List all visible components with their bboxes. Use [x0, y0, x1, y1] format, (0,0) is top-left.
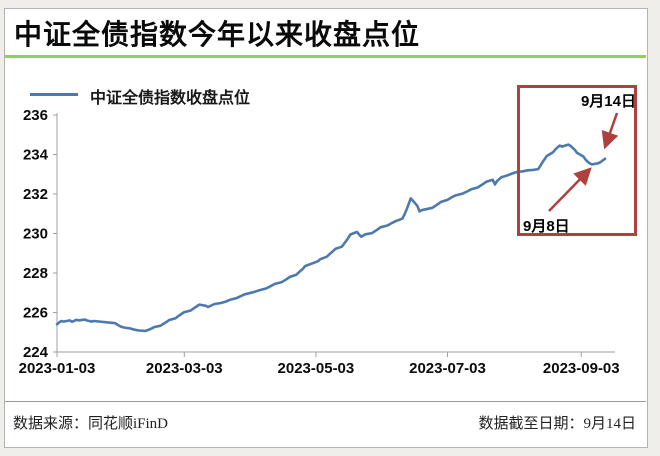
x-tick-label: 2023-07-03: [409, 360, 486, 377]
legend-line-swatch: [30, 93, 78, 96]
axis-layer: 224 226 228 230 232 234 236 2023-01-03 2023-03-0…: [19, 107, 620, 377]
chart-card: [4, 8, 648, 448]
title-accent-divider: [5, 55, 646, 58]
x-tick-label: 2023-05-03: [278, 360, 355, 377]
index-series-line: [55, 143, 607, 333]
annotation-label-sep14: 9月14日: [580, 93, 636, 110]
legend-label: 中证全债指数收盘点位: [90, 90, 251, 107]
arrow-to-sep14-point: [601, 112, 619, 150]
annotation-arrows: [548, 112, 619, 212]
y-tick-label: 226: [23, 305, 48, 322]
annotation-label-sep8: 9月8日: [523, 218, 570, 235]
x-tick-label: 2023-09-03: [543, 360, 620, 377]
y-tick-label: 232: [23, 186, 48, 203]
x-tick-label: 2023-01-03: [19, 360, 96, 377]
y-tick-label: 224: [23, 344, 49, 361]
highlight-box: [517, 85, 637, 236]
page-title: 中证全债指数今年以来收盘点位: [14, 19, 421, 50]
x-tick-label: 2023-03-03: [146, 360, 223, 377]
y-tick-label: 228: [23, 265, 48, 282]
y-tick-label: 230: [23, 226, 48, 243]
series-layer: [55, 143, 607, 333]
data-cutoff-text: 数据截至日期：9月14日: [478, 416, 636, 432]
y-tick-label: 236: [23, 107, 48, 124]
arrow-to-sep8-point: [548, 167, 592, 212]
footer-divider: [5, 401, 646, 402]
y-tick-label: 234: [23, 147, 49, 164]
data-source-text: 数据来源：同花顺iFinD: [13, 416, 169, 432]
